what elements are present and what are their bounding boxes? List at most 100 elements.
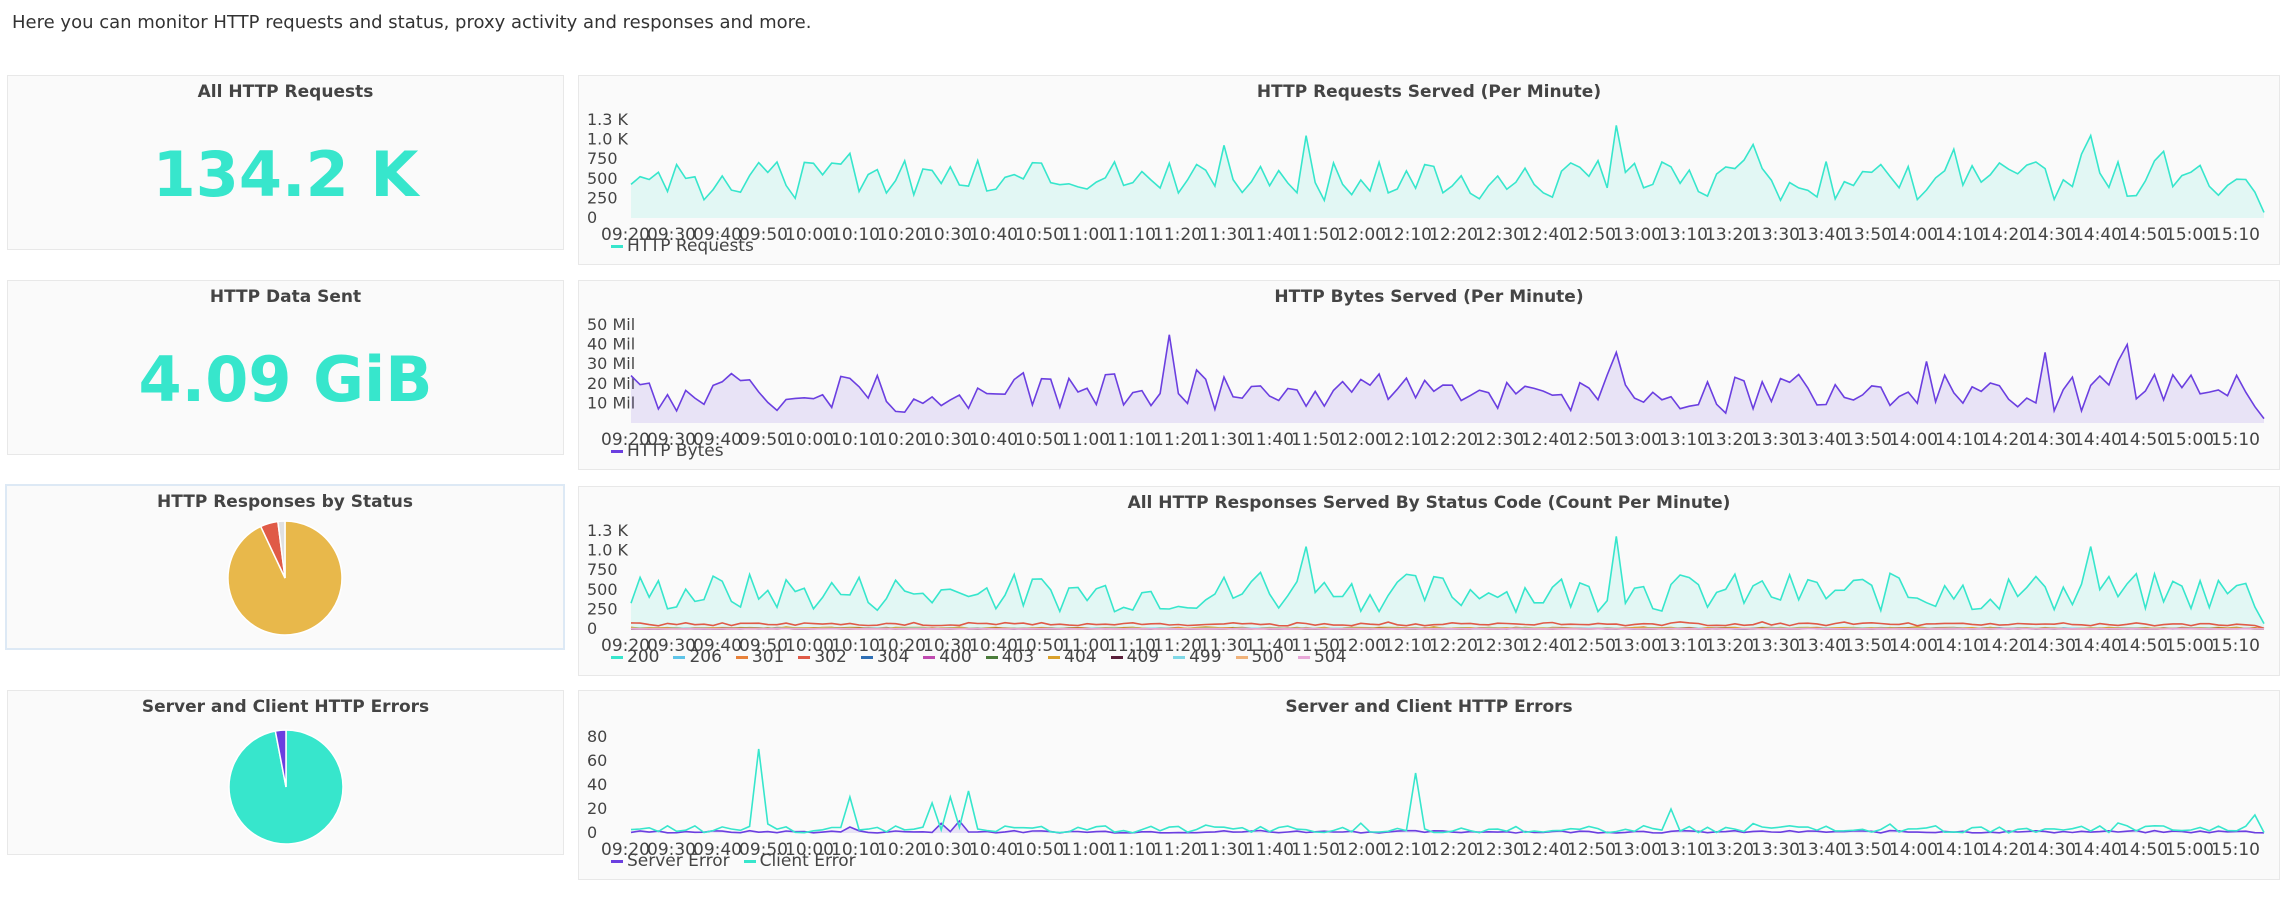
y-tick-label: 1.0 K	[587, 130, 629, 149]
x-tick-label: 11:10	[1107, 225, 1156, 245]
legend-item[interactable]: HTTP Bytes	[611, 441, 724, 461]
legend-item[interactable]: 504	[1297, 647, 1346, 667]
legend-item[interactable]: 301	[735, 647, 785, 667]
legend-swatch	[611, 655, 623, 659]
chart-legend: 200 206 301 302 304 400 403 404 409 499 500 504	[611, 647, 1346, 667]
x-tick-label: 14:40	[2073, 225, 2122, 245]
legend-label: 403	[1001, 647, 1035, 667]
x-tick-label: 14:00	[1889, 840, 1938, 860]
x-tick-label: 13:00	[1613, 225, 1662, 245]
legend-item[interactable]: Client Error	[743, 851, 856, 871]
x-tick-label: 14:20	[1981, 225, 2030, 245]
x-tick-label: 15:10	[2211, 840, 2260, 860]
pie-slice-other[interactable]	[277, 520, 286, 579]
x-tick-label: 10:40	[969, 636, 1018, 656]
y-tick-label: 30 Mil	[587, 354, 635, 373]
x-tick-label: 14:30	[2027, 430, 2076, 450]
series-area	[631, 334, 2264, 423]
panel-title: All HTTP Responses Served By Status Code…	[1127, 493, 1731, 513]
legend-item[interactable]: 499	[1173, 647, 1222, 667]
x-tick-label: 12:30	[1475, 225, 1524, 245]
responses-pie-chart	[227, 520, 343, 636]
x-tick-label: 10:20	[877, 840, 926, 860]
legend-label: 301	[751, 647, 785, 667]
x-tick-label: 12:30	[1475, 840, 1524, 860]
x-tick-label: 10:50	[1015, 840, 1064, 860]
x-tick-label: 13:10	[1659, 840, 1708, 860]
x-tick-label: 11:30	[1199, 840, 1248, 860]
legend-label: 409	[1126, 647, 1160, 667]
legend-item[interactable]: 404	[1048, 647, 1097, 667]
x-tick-label: 09:50	[739, 225, 788, 245]
x-tick-label: 12:30	[1475, 430, 1524, 450]
legend-item[interactable]: 500	[1235, 647, 1284, 667]
x-tick-label: 15:10	[2211, 636, 2260, 656]
legend-swatch	[1048, 655, 1061, 659]
x-tick-label: 10:00	[785, 225, 834, 245]
x-tick-label: 09:50	[739, 840, 788, 860]
x-tick-label: 09:30	[647, 636, 696, 656]
x-tick-label: 11:40	[1245, 430, 1294, 450]
pie-slice-200[interactable]	[227, 520, 343, 636]
x-tick-label: 09:50	[739, 430, 788, 450]
legend-swatch	[735, 655, 748, 659]
y-tick-label: 0	[587, 619, 597, 638]
x-tick-label: 11:00	[1061, 430, 1110, 450]
y-tick-label: 20	[587, 799, 607, 818]
x-tick-label: 11:50	[1291, 840, 1340, 860]
x-tick-label: 14:50	[2119, 430, 2168, 450]
legend-item[interactable]: 302	[798, 647, 847, 667]
legend-swatch	[860, 655, 873, 659]
x-tick-label: 13:00	[1613, 430, 1662, 450]
errors-pie-chart	[228, 729, 344, 845]
x-tick-label: 14:40	[2073, 840, 2122, 860]
x-tick-label: 11:40	[1245, 840, 1294, 860]
y-tick-label: 1.0 K	[587, 541, 629, 560]
legend-item[interactable]: 200	[611, 647, 659, 667]
x-tick-label: 15:00	[2165, 636, 2214, 656]
responses-pie-panel[interactable]: HTTP Responses by Status	[5, 484, 565, 650]
legend-item[interactable]: 304	[860, 647, 910, 667]
legend-swatch	[985, 655, 998, 659]
legend-item[interactable]: HTTP Requests	[611, 236, 754, 256]
x-tick-label: 13:40	[1797, 430, 1846, 450]
chart-legend: Server Error Client Error	[611, 851, 856, 871]
x-tick-label: 13:10	[1659, 430, 1708, 450]
legend-item[interactable]: 409	[1110, 647, 1160, 667]
x-tick-label: 13:40	[1797, 636, 1846, 656]
legend-label: 499	[1189, 647, 1222, 667]
x-tick-label: 09:30	[647, 840, 696, 860]
legend-label: Client Error	[759, 851, 856, 871]
legend-item[interactable]: 400	[923, 647, 972, 667]
x-tick-label: 14:20	[1981, 636, 2030, 656]
series-area	[631, 125, 2264, 218]
legend-item[interactable]: 403	[985, 647, 1035, 667]
x-tick-label: 15:00	[2165, 430, 2214, 450]
x-tick-label: 12:10	[1383, 225, 1432, 245]
legend-label: 404	[1064, 647, 1097, 667]
legend-label: 304	[876, 647, 910, 667]
x-tick-label: 11:20	[1153, 225, 1202, 245]
legend-label: 200	[627, 647, 660, 667]
legend-item[interactable]: Server Error	[611, 851, 730, 871]
x-tick-label: 13:50	[1843, 636, 1892, 656]
x-tick-label: 09:40	[693, 430, 742, 450]
x-tick-label: 12:20	[1429, 636, 1478, 656]
pie-slice-server-error[interactable]	[274, 729, 287, 788]
x-tick-label: 14:00	[1889, 225, 1938, 245]
x-tick-label: 15:10	[2211, 225, 2260, 245]
x-tick-label: 11:20	[1153, 636, 1202, 656]
x-tick-label: 12:20	[1429, 430, 1478, 450]
x-tick-label: 09:20	[601, 636, 650, 656]
x-tick-label: 09:30	[647, 430, 696, 450]
legend-item[interactable]: 206	[673, 647, 722, 667]
x-tick-label: 11:10	[1107, 840, 1156, 860]
x-tick-label: 12:40	[1521, 636, 1570, 656]
requests-value: 134.2 K	[152, 138, 419, 211]
bytes-chart-panel: HTTP Bytes Served (Per Minute) 10 Mil 20 …	[578, 280, 2280, 470]
x-tick-label: 14:10	[1935, 636, 1984, 656]
x-tick-label: 10:30	[923, 430, 972, 450]
x-tick-label: 13:30	[1751, 225, 1800, 245]
errors-line-chart: 02040608009:2009:3009:4009:5010:0010:101…	[587, 727, 2265, 860]
